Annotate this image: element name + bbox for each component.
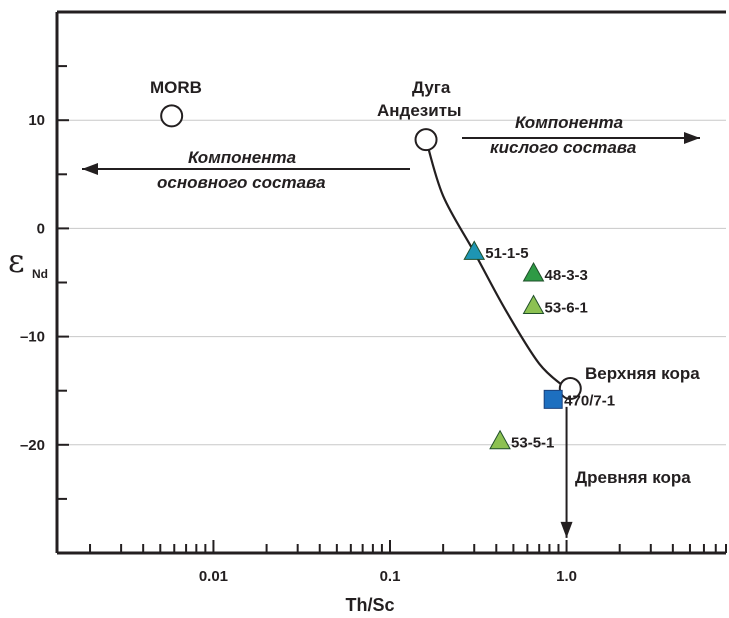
samples: 51-1-5 48-3-3 53-6-1 470/7-1 53-5-1 — [463, 240, 615, 452]
y-tick-label: 10 — [28, 112, 45, 129]
endmembers — [160, 104, 582, 401]
x-axis-title: Th/Sc — [345, 595, 394, 615]
mixing-curve-line — [424, 139, 568, 390]
sample-marker-triangle — [463, 240, 486, 260]
felsic-component-line1: Компонента — [515, 113, 623, 132]
upper-crust-label: Верхняя кора — [585, 364, 700, 383]
sample-label: 51-1-5 — [485, 245, 528, 262]
arc-label-line1: Дуга — [412, 78, 451, 97]
y-axis-title-main: ε — [8, 242, 25, 280]
y-tick-label: –10 — [20, 329, 45, 346]
mafic-component-line1: Компонента — [188, 148, 296, 167]
arrows — [82, 132, 700, 538]
sample-marker-square — [543, 389, 563, 409]
sample-label: 48-3-3 — [545, 267, 588, 284]
x-tick-label: 0.01 — [199, 568, 228, 585]
mixing-curve — [424, 139, 568, 390]
ticks: 10 0 –10 –20 0.01 0.1 1.0 — [20, 65, 727, 585]
felsic-arrow-head — [684, 132, 700, 144]
x-tick-label: 1.0 — [556, 568, 577, 585]
ancient-crust-arrow-head — [560, 521, 573, 538]
ancient-crust-label: Древняя кора — [575, 468, 691, 487]
y-tick-label: –20 — [20, 437, 45, 454]
felsic-component-line2: кислого состава — [490, 138, 636, 157]
y-tick-label: 0 — [37, 220, 45, 237]
sample-label: 53-5-1 — [511, 435, 554, 452]
morb-label: MORB — [150, 78, 202, 97]
y-axis-title-sub: Nd — [32, 267, 48, 281]
sample-marker-triangle — [522, 262, 545, 282]
mafic-component-line2: основного состава — [157, 173, 326, 192]
endmember-circle — [414, 128, 438, 152]
sample-label: 53-6-1 — [545, 299, 588, 316]
gridlines — [57, 119, 726, 446]
endmember-circle — [558, 377, 582, 401]
sample-marker-triangle — [489, 429, 511, 450]
mafic-arrow-head — [82, 163, 98, 175]
arc-label-line2: Андезиты — [377, 101, 462, 120]
sample-label: 470/7-1 — [564, 392, 615, 409]
x-tick-label: 0.1 — [380, 568, 401, 585]
sample-marker-triangle — [522, 294, 545, 315]
endmember-circle — [160, 104, 184, 128]
